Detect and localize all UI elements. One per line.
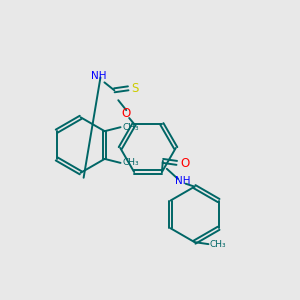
Text: CH₃: CH₃: [122, 158, 139, 167]
Text: NH: NH: [175, 176, 190, 186]
Text: O: O: [181, 158, 190, 170]
Text: CH₃: CH₃: [122, 123, 139, 132]
Text: CH₃: CH₃: [209, 240, 226, 249]
Text: O: O: [122, 106, 131, 120]
Text: S: S: [131, 82, 139, 95]
Text: NH: NH: [91, 71, 106, 81]
